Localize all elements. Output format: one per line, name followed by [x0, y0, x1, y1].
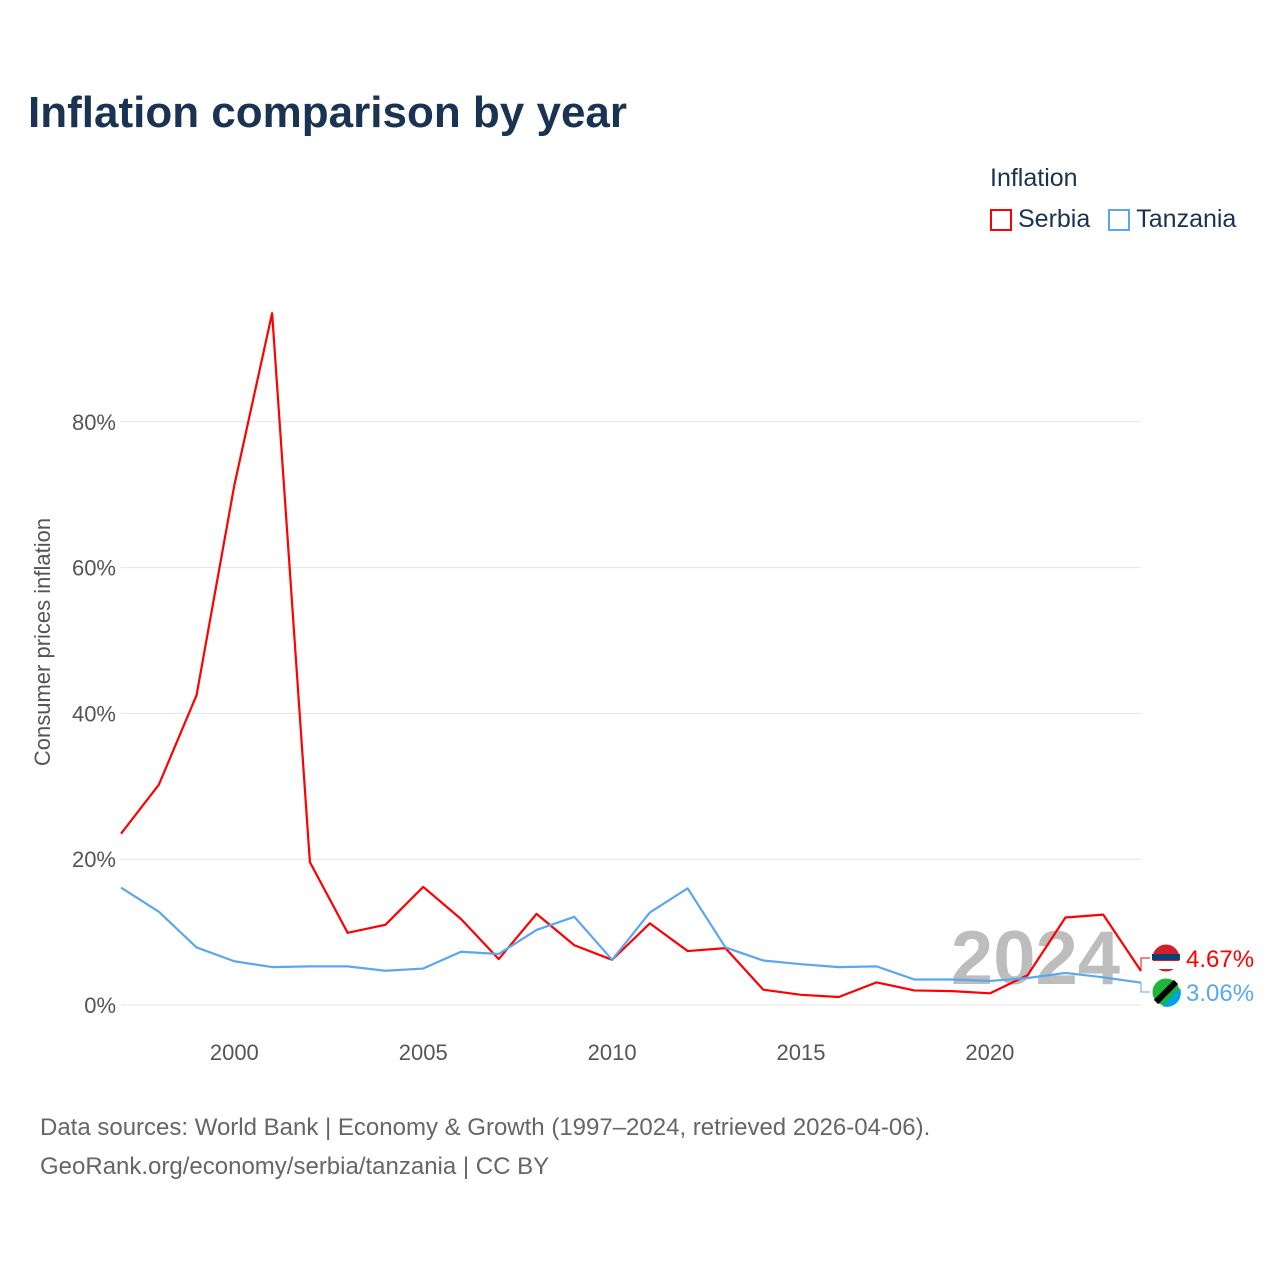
y-axis-label: Consumer prices inflation: [30, 518, 55, 766]
flag-stripe: [1162, 988, 1181, 1007]
chart-title: Inflation comparison by year: [28, 88, 628, 137]
legend-swatch-tanzania: [1108, 208, 1131, 231]
y-tick-label: 60%: [72, 556, 116, 581]
footer-sources: Data sources: World Bank | Economy & Gro…: [40, 1114, 931, 1141]
legend-item-tanzania[interactable]: Tanzania: [1108, 205, 1236, 234]
footer-link[interactable]: GeoRank.org/economy/serbia/tanzania | CC…: [40, 1153, 550, 1180]
y-tick-label: 40%: [72, 701, 116, 726]
end-value-label-tanzania: 3.06%: [1186, 980, 1254, 1007]
x-tick-label: 2005: [399, 1040, 448, 1065]
flag-stripe: [1152, 954, 1180, 960]
footer: Data sources: World Bank | Economy & Gro…: [40, 1108, 930, 1186]
x-tick-label: 2000: [210, 1040, 259, 1065]
y-tick-label: 80%: [72, 410, 116, 435]
flag-stripe: [1152, 961, 1180, 969]
legend: Serbia Tanzania: [990, 205, 1236, 234]
legend-item-serbia[interactable]: Serbia: [990, 205, 1090, 234]
x-tick-label: 2010: [588, 1040, 637, 1065]
legend-swatch-serbia: [990, 208, 1012, 231]
y-tick-label: 0%: [84, 993, 116, 1018]
x-tick-label: 2015: [777, 1040, 826, 1065]
year-watermark: 2024: [951, 916, 1120, 1001]
end-value-label-serbia: 4.67%: [1186, 946, 1254, 973]
end-label-connector: [1140, 982, 1150, 993]
series-line-tanzania: [120, 886, 1142, 984]
legend-label-serbia: Serbia: [1018, 205, 1091, 233]
y-tick-label: 20%: [72, 847, 116, 872]
series-line-serbia: [120, 312, 1142, 999]
legend-label-tanzania: Tanzania: [1136, 205, 1237, 233]
x-tick-label: 2020: [965, 1040, 1014, 1065]
flag-stripe: [1153, 979, 1179, 1005]
end-label-connector: [1140, 957, 1150, 971]
legend-title: Inflation: [990, 164, 1078, 192]
